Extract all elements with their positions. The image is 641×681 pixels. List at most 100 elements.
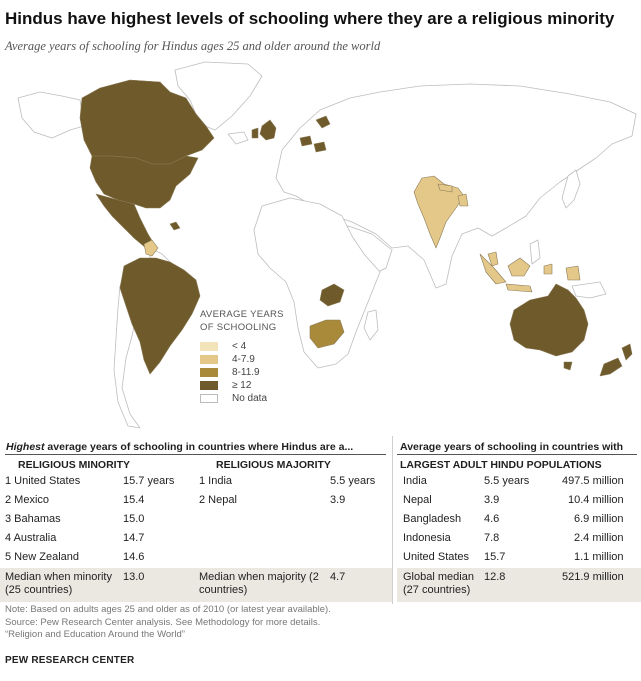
alaska xyxy=(17,91,85,139)
country-ireland xyxy=(251,127,259,139)
largest-row-name: Nepal xyxy=(403,494,432,506)
country-india xyxy=(413,175,465,249)
largest-row-years: 5.5 years xyxy=(484,475,530,487)
legend-label: No data xyxy=(232,393,268,404)
iceland xyxy=(227,131,249,145)
legend-label: < 4 xyxy=(232,341,247,352)
country-nepal xyxy=(437,183,453,193)
legend-title: AVERAGE YEARS OF SCHOOLING xyxy=(200,308,284,334)
minority-row-name: 2 Mexico xyxy=(5,494,50,506)
country-bahamas xyxy=(169,221,181,231)
legend-item: < 4 xyxy=(200,340,284,353)
largest-row-pop: 6.9 million xyxy=(574,513,624,525)
madagascar xyxy=(363,309,379,341)
largest-row-years: 3.9 xyxy=(484,494,500,506)
minority-row-name: 1 United States xyxy=(5,475,81,487)
country-indonesia xyxy=(479,253,507,285)
country-indonesia-4 xyxy=(543,263,553,275)
legend-swatch xyxy=(200,355,218,364)
chart-subtitle: Average years of schooling for Hindus ag… xyxy=(5,39,381,53)
country-united-kingdom xyxy=(259,119,277,141)
chart-title: Hindus have highest levels of schooling … xyxy=(5,9,615,28)
world-map xyxy=(17,61,637,429)
footer-brand: PEW RESEARCH CENTER xyxy=(5,655,135,666)
legend-item: 4-7.9 xyxy=(200,353,284,366)
minority-row-value: 14.7 xyxy=(123,532,145,544)
legend-label: ≥ 12 xyxy=(232,380,252,391)
legend-item: 8-11.9 xyxy=(200,366,284,379)
median-minority-value: 13.0 xyxy=(123,571,145,583)
legend-label: 8-11.9 xyxy=(232,367,260,378)
largest-row-years: 7.8 xyxy=(484,532,500,544)
largest-row-name: Indonesia xyxy=(403,532,451,544)
country-new-zealand xyxy=(621,343,633,361)
largest-row-years: 15.7 xyxy=(484,551,506,563)
left-heading-rule xyxy=(5,454,386,455)
africa xyxy=(253,197,381,369)
minority-row-name: 4 Australia xyxy=(5,532,57,544)
majority-row-value: 3.9 xyxy=(330,494,346,506)
legend-label: 4-7.9 xyxy=(232,354,255,365)
minority-row-value: 15.7 years xyxy=(123,475,175,487)
legend-swatch xyxy=(200,381,218,390)
left-table-heading: Highest average years of schooling in co… xyxy=(6,441,353,453)
right-table-heading: Average years of schooling in countries … xyxy=(400,441,624,453)
japan xyxy=(561,169,581,209)
legend-title-line1: AVERAGE YEARS xyxy=(200,309,284,320)
largest-row-pop: 497.5 million xyxy=(562,475,624,487)
median-majority-value: 4.7 xyxy=(330,571,346,583)
greenland xyxy=(174,61,263,131)
heading-emphasis: Highest xyxy=(6,441,45,453)
minority-row-value: 15.0 xyxy=(123,513,145,525)
largest-row-name: India xyxy=(403,475,427,487)
source-line: Source: Pew Research Center analysis. Se… xyxy=(5,616,321,628)
country-europe-a xyxy=(315,115,331,129)
legend-swatch xyxy=(200,394,218,403)
legend-item: No data xyxy=(200,392,284,405)
heading-rest: average years of schooling in countries … xyxy=(44,441,354,453)
minority-row-value: 14.6 xyxy=(123,551,145,563)
largest-row-name: Bangladesh xyxy=(403,513,462,525)
majority-heading: RELIGIOUS MAJORITY xyxy=(216,459,331,471)
data-tables: Highest average years of schooling in co… xyxy=(0,436,641,604)
largest-row-pop: 2.4 million xyxy=(574,532,624,544)
map-legend: AVERAGE YEARS OF SCHOOLING < 4 4-7.9 8-1… xyxy=(200,308,284,405)
legend-title-line2: OF SCHOOLING xyxy=(200,322,277,333)
global-median-pop: 521.9 million xyxy=(562,571,624,583)
country-south-africa xyxy=(309,319,345,349)
majority-row-name: 1 India xyxy=(199,475,233,487)
country-indonesia-5 xyxy=(565,265,581,281)
papua xyxy=(571,281,607,299)
country-guyana xyxy=(143,239,159,257)
right-table-subheading: LARGEST ADULT HINDU POPULATIONS xyxy=(400,459,602,471)
majority-row-value: 5.5 years xyxy=(330,475,376,487)
country-malaysia xyxy=(487,251,499,267)
country-bangladesh xyxy=(457,193,469,207)
country-tasmania xyxy=(563,361,573,371)
country-indonesia-3 xyxy=(505,283,533,293)
country-zambia xyxy=(319,283,345,307)
legend-swatch xyxy=(200,368,218,377)
largest-row-years: 4.6 xyxy=(484,513,500,525)
table-divider xyxy=(392,436,393,604)
global-median-label: Global median (27 countries) xyxy=(403,571,474,596)
country-united-states xyxy=(89,155,199,209)
median-majority-label: Median when majority (2 countries) xyxy=(199,571,319,596)
country-europe-b xyxy=(299,135,313,147)
largest-row-name: United States xyxy=(403,551,470,563)
global-median-background xyxy=(397,568,641,602)
report-line: “Religion and Education Around the World… xyxy=(5,629,185,640)
median-row-background xyxy=(0,568,392,602)
minority-heading: RELIGIOUS MINORITY xyxy=(18,459,131,471)
country-australia xyxy=(509,283,589,357)
legend-swatch xyxy=(200,342,218,351)
legend-item: ≥ 12 xyxy=(200,379,284,392)
country-europe-c xyxy=(313,141,327,153)
country-brazil xyxy=(119,257,201,375)
country-new-zealand-south xyxy=(599,357,623,377)
largest-row-pop: 1.1 million xyxy=(574,551,624,563)
right-heading-rule xyxy=(397,454,637,455)
majority-row-name: 2 Nepal xyxy=(199,494,237,506)
philippines xyxy=(529,239,541,265)
country-indonesia-2 xyxy=(507,257,531,277)
